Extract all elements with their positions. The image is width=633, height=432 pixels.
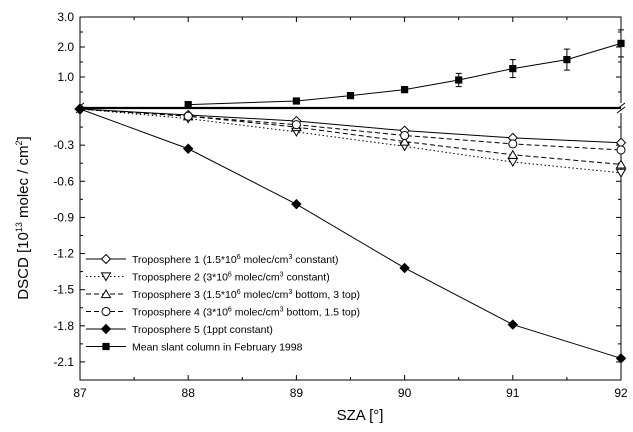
series-t5 [79,108,627,364]
data-point [184,101,192,109]
legend-label: Troposphere 1 (1.5*106 molec/cm3 constan… [132,254,338,266]
data-point [291,198,302,210]
data-point [509,65,517,73]
data-point [400,130,410,141]
y-tick-label: -0.9 [53,210,74,224]
lower-panel-frame [79,109,622,381]
data-point [100,253,112,265]
y-axis-title: DSCD [1013 molec / cm2] [14,136,32,299]
data-point [291,120,301,130]
y-tick-label: -0.6 [53,174,74,188]
series-t4 [79,108,626,155]
upper-y-ticks: 3.0 2.0 1.0 [57,10,621,93]
data-point [455,76,463,84]
y-tick-label: 2.0 [57,40,74,54]
data-point [563,56,571,64]
y-tick-label: 3.0 [57,10,74,24]
data-point [615,159,627,169]
data-point [292,97,300,105]
legend-label: Mean slant column in February 1998 [132,342,303,354]
data-point [183,111,193,121]
data-point [615,168,627,178]
data-point [507,149,519,159]
data-point [100,288,112,299]
x-ticks: 87 88 89 90 91 92 [73,17,628,400]
legend-item-t4: Troposphere 4 (3*106 molec/cm3 bottom, 1… [86,307,360,319]
legend-item-t5: Troposphere 5 (1ppt constant) [86,323,273,336]
x-tick-label: 87 [73,386,87,400]
legend-label: Troposphere 3 (1.5*106 molec/cm3 bottom,… [132,289,360,301]
y-tick-label: -0.3 [53,138,74,152]
data-point [508,139,518,149]
data-point [399,136,410,146]
y-tick-label: 1.0 [57,70,74,84]
series-line [79,108,622,165]
series-line [79,108,622,151]
data-point [401,86,409,94]
series-t3 [79,108,627,169]
legend-item-t1: Troposphere 1 (1.5*106 molec/cm3 constan… [86,253,338,266]
data-point [615,353,627,364]
data-point [616,145,626,155]
legend-item-t3: Troposphere 3 (1.5*106 molec/cm3 bottom,… [86,288,360,301]
legend-item-mean: Mean slant column in February 1998 [86,342,303,354]
x-tick-label: 89 [290,386,304,400]
y-tick-label: -1.8 [53,319,74,333]
y-tick-label: -2.1 [53,355,74,369]
lower-y-ticks: -0.3 -0.6 -0.9 -1.2 -1.5 -1.8 -2.1 [53,126,621,369]
data-point [100,323,112,335]
data-point [507,157,519,168]
data-point [399,262,410,274]
x-tick-label: 91 [506,386,520,400]
data-point [507,319,519,330]
y-tick-label: -1.2 [53,247,74,261]
series-line [188,42,622,106]
series-mean [184,29,625,109]
axis-break-marker-right [616,102,626,114]
legend-item-t2: Troposphere 2 (3*106 molec/cm3 constant) [86,272,330,284]
series-t2 [79,108,627,178]
data-point [182,143,194,154]
data-point [74,103,86,115]
data-point [346,92,355,100]
data-point [617,39,625,47]
legend-label: Troposphere 5 (1ppt constant) [132,324,273,336]
x-tick-label: 88 [182,386,196,400]
y-tick-label: -1.5 [53,283,74,297]
legend-label: Troposphere 2 (3*106 molec/cm3 constant) [132,272,330,284]
series-line [79,108,622,174]
legend-label: Troposphere 4 (3*106 molec/cm3 bottom, 1… [132,307,360,319]
data-point [102,342,110,351]
data-point [101,306,111,317]
series-line [79,108,622,144]
data-point [100,272,112,282]
x-tick-label: 90 [398,386,412,400]
legend: Troposphere 1 (1.5*106 molec/cm3 constan… [86,253,360,354]
series-layer [74,29,627,364]
x-axis-title: SZA [°] [337,407,384,424]
series-line [79,108,622,359]
x-tick-label: 92 [614,386,628,400]
